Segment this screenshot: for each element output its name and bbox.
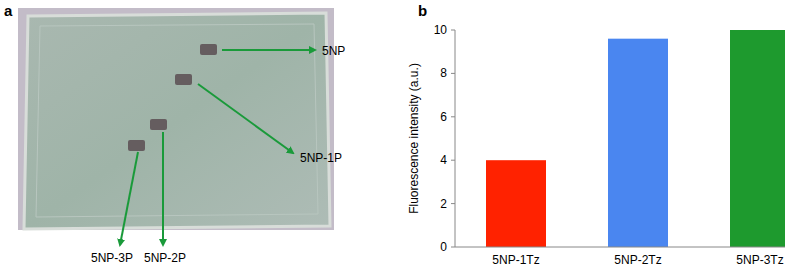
y-tick	[451, 116, 455, 117]
arrow	[120, 152, 138, 245]
y-tick-label: 2	[440, 197, 447, 211]
y-tick	[451, 73, 455, 74]
y-tick-label: 4	[440, 153, 447, 167]
gel-band	[128, 140, 145, 151]
y-axis-label: Fluorescence intensity (a.u.)	[407, 63, 421, 214]
y-tick-label: 10	[434, 23, 448, 37]
figure: a 5NP 5NP-1P 5NP-2P 5NP-3P b 0 2 4 6 8 10 5NP-1Tz 5NP…	[0, 0, 788, 269]
y-tick-label: 0	[440, 240, 447, 254]
gel	[24, 13, 330, 229]
arrow	[162, 132, 164, 245]
arrow	[222, 49, 315, 51]
y-axis	[455, 30, 456, 247]
photo-background	[18, 8, 334, 230]
arrow	[198, 84, 293, 153]
x-tick-label: 5NP-1Tz	[492, 253, 539, 267]
panel-label: a	[4, 2, 13, 19]
band-label: 5NP-3P	[91, 251, 133, 265]
y-tick	[451, 30, 455, 31]
bar	[486, 160, 546, 247]
y-tick-label: 8	[440, 66, 447, 80]
band-label: 5NP	[322, 44, 345, 58]
y-tick	[451, 247, 455, 248]
y-tick	[451, 203, 455, 204]
bar	[608, 39, 668, 247]
band-label: 5NP-2P	[144, 251, 186, 265]
y-tick-label: 6	[440, 110, 447, 124]
gel-band	[150, 119, 167, 130]
band-label: 5NP-1P	[300, 151, 342, 165]
gel-band	[200, 44, 217, 55]
canvas: a 5NP 5NP-1P 5NP-2P 5NP-3P b 0 2 4 6 8 10 5NP-1Tz 5NP…	[0, 0, 788, 269]
bar	[730, 30, 785, 247]
y-tick	[451, 160, 455, 161]
panel-label: b	[418, 2, 427, 19]
bars	[486, 30, 785, 247]
gel-band	[175, 74, 192, 85]
gel-well	[36, 24, 318, 217]
x-tick-label: 5NP-3Tz	[736, 253, 783, 267]
x-axis	[455, 247, 785, 248]
x-tick-label: 5NP-2Tz	[614, 253, 661, 267]
